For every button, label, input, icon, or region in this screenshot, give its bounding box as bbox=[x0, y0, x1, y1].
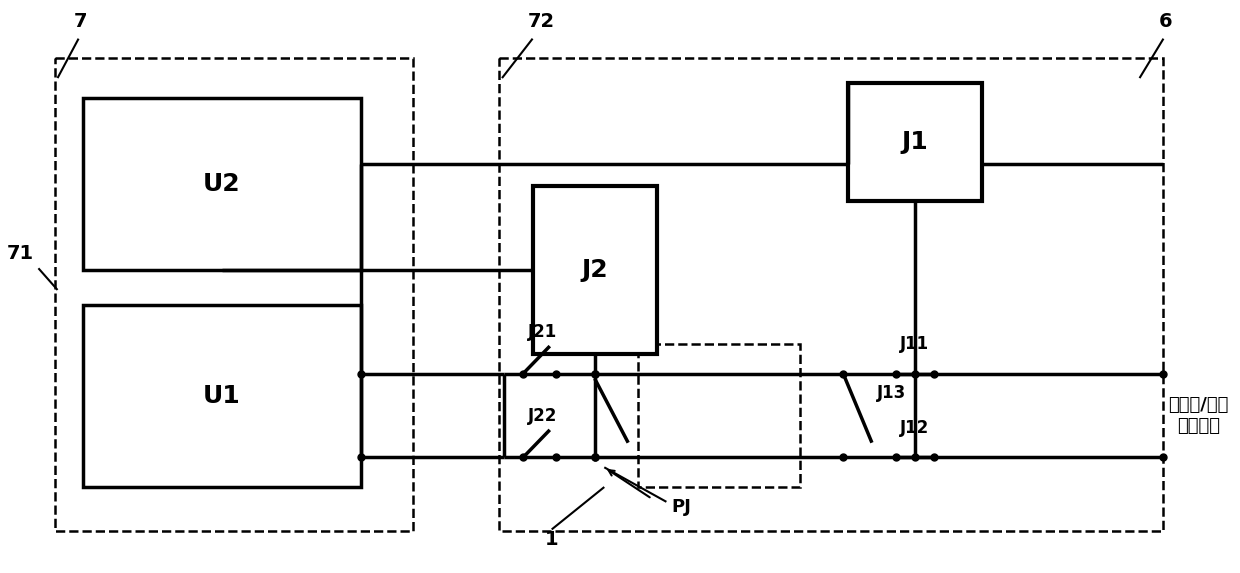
Bar bbox=[83, 305, 361, 487]
Text: J12: J12 bbox=[900, 419, 930, 437]
Bar bbox=[83, 98, 361, 270]
Text: PJ: PJ bbox=[671, 498, 691, 516]
Text: 72: 72 bbox=[528, 12, 556, 31]
Text: J13: J13 bbox=[877, 384, 906, 402]
Text: 接报警/闭锁
控制回路: 接报警/闭锁 控制回路 bbox=[1168, 396, 1229, 435]
Text: U1: U1 bbox=[203, 384, 241, 408]
Text: J2: J2 bbox=[582, 258, 608, 282]
Bar bbox=[500, 58, 1163, 531]
Bar bbox=[55, 58, 413, 531]
Text: J22: J22 bbox=[528, 407, 557, 425]
Text: 1: 1 bbox=[544, 530, 558, 549]
Bar bbox=[637, 344, 800, 487]
Text: J1: J1 bbox=[901, 130, 929, 154]
Bar bbox=[848, 83, 982, 201]
Text: J21: J21 bbox=[528, 323, 557, 342]
Bar bbox=[533, 186, 657, 354]
Text: 71: 71 bbox=[6, 244, 33, 264]
Text: U2: U2 bbox=[203, 172, 241, 196]
Text: 6: 6 bbox=[1158, 12, 1172, 31]
Text: 7: 7 bbox=[74, 12, 87, 31]
Text: J11: J11 bbox=[900, 335, 930, 353]
